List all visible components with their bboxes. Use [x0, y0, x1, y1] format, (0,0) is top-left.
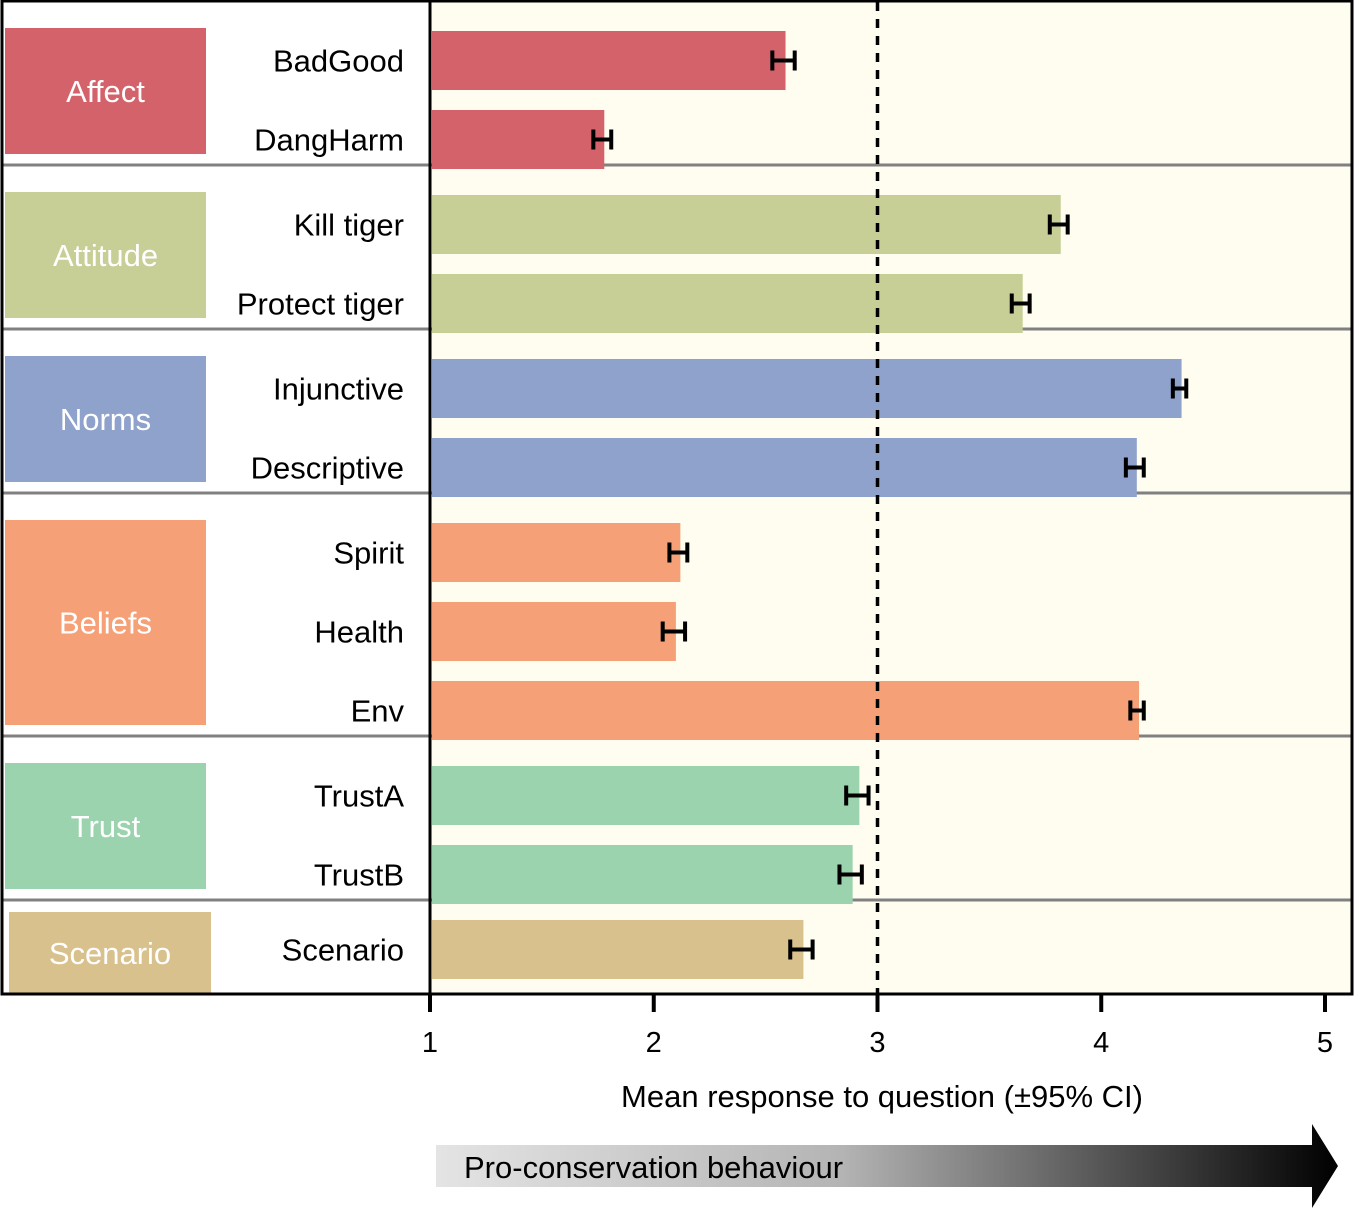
bars	[432, 31, 1182, 979]
group-label: Norms	[60, 402, 151, 437]
bar	[432, 523, 681, 582]
category-label: Kill tiger	[294, 208, 404, 243]
category-label: BadGood	[273, 44, 404, 79]
category-label: Protect tiger	[237, 287, 404, 322]
category-label: Scenario	[282, 933, 404, 968]
category-label: Spirit	[333, 536, 404, 571]
x-axis-ticks: 1 2 3 4 5	[422, 994, 1333, 1059]
group-box-trust	[5, 763, 206, 889]
group-boxes: Affect Attitude Norms Beliefs Trust Scenario	[5, 28, 211, 994]
bar	[432, 31, 786, 90]
bar	[432, 602, 676, 661]
group-box-scenario	[9, 912, 211, 994]
bar	[432, 438, 1137, 497]
bar	[432, 681, 1140, 740]
group-label: Scenario	[49, 936, 171, 971]
frame	[0, 0, 1354, 996]
category-label: Health	[314, 615, 404, 650]
x-tick-label: 2	[646, 1027, 662, 1059]
bar	[432, 766, 860, 825]
arrow-label: Pro-conservation behaviour	[464, 1150, 843, 1185]
group-label: Trust	[71, 809, 141, 844]
pro-conservation-arrow	[436, 1124, 1338, 1208]
category-label: TrustA	[314, 779, 404, 814]
category-label: DangHarm	[254, 123, 404, 158]
category-label: Injunctive	[273, 372, 404, 407]
x-axis-title: Mean response to question (±95% CI)	[621, 1079, 1143, 1114]
group-label: Affect	[66, 74, 145, 109]
group-label: Attitude	[53, 238, 158, 273]
error-bars	[591, 50, 1189, 960]
bar	[432, 274, 1023, 333]
category-label: Descriptive	[251, 451, 404, 486]
bar	[432, 110, 605, 169]
x-tick-label: 4	[1093, 1027, 1109, 1059]
group-label: Beliefs	[59, 606, 152, 641]
x-tick-label: 3	[869, 1027, 885, 1059]
category-labels: BadGood DangHarm Kill tiger Protect tiger In…	[237, 44, 405, 968]
group-box-norms	[5, 356, 206, 482]
bar	[432, 359, 1182, 418]
bar	[432, 920, 804, 979]
group-box-attitude	[5, 192, 206, 318]
group-box-affect	[5, 28, 206, 154]
category-label: Env	[351, 694, 405, 729]
bar	[432, 195, 1061, 254]
category-label: TrustB	[314, 858, 404, 893]
bar	[432, 845, 853, 904]
group-box-beliefs	[5, 520, 206, 725]
x-tick-label: 1	[422, 1027, 438, 1059]
x-tick-label: 5	[1317, 1027, 1333, 1059]
